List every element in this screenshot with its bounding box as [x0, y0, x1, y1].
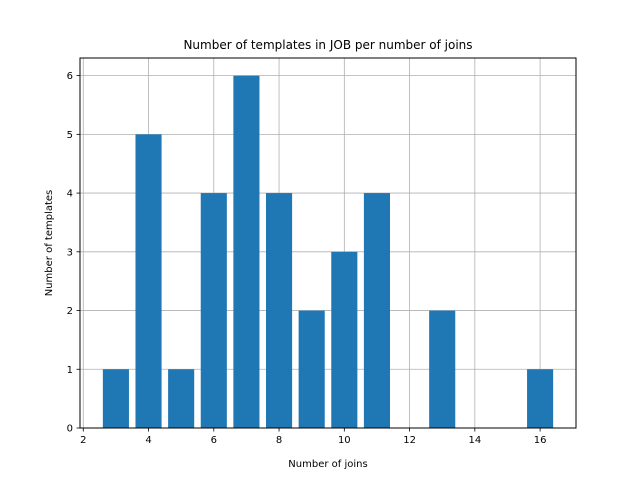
bar-joins-10	[331, 251, 358, 428]
bar-joins-9	[298, 310, 325, 428]
chart-title: Number of templates in JOB per number of…	[183, 38, 472, 52]
bar-joins-6	[200, 193, 227, 428]
bar-joins-4	[135, 134, 162, 428]
bar-joins-8	[266, 193, 293, 428]
x-tick-label: 4	[145, 435, 151, 446]
x-tick-label: 2	[80, 435, 86, 446]
x-tick-label: 10	[338, 435, 351, 446]
bar-joins-16	[527, 369, 554, 428]
y-axis-label: Number of templates	[44, 190, 55, 297]
x-tick-label: 8	[276, 435, 282, 446]
bar-joins-5	[168, 369, 195, 428]
x-tick-label: 14	[468, 435, 481, 446]
x-axis-label: Number of joins	[288, 459, 367, 470]
y-axis-ticks: 0 1 2 3 4 5 6	[67, 71, 80, 435]
bars	[102, 75, 554, 428]
x-axis-ticks: 2 4 6 8 10 12 14 16	[80, 428, 546, 446]
bar-joins-3	[102, 369, 129, 428]
y-tick-label: 1	[67, 365, 73, 376]
x-tick-label: 16	[534, 435, 547, 446]
y-tick-label: 2	[67, 306, 73, 317]
bar-joins-7	[233, 75, 260, 428]
y-tick-label: 0	[67, 424, 73, 435]
x-tick-label: 6	[211, 435, 217, 446]
plot-frame	[79, 57, 577, 429]
y-tick-label: 3	[67, 247, 73, 258]
y-tick-label: 4	[67, 189, 73, 200]
bar-joins-11	[363, 193, 390, 428]
x-tick-label: 12	[403, 435, 416, 446]
y-tick-label: 6	[67, 71, 73, 82]
y-tick-label: 5	[67, 130, 73, 141]
bar-joins-13	[429, 310, 456, 428]
